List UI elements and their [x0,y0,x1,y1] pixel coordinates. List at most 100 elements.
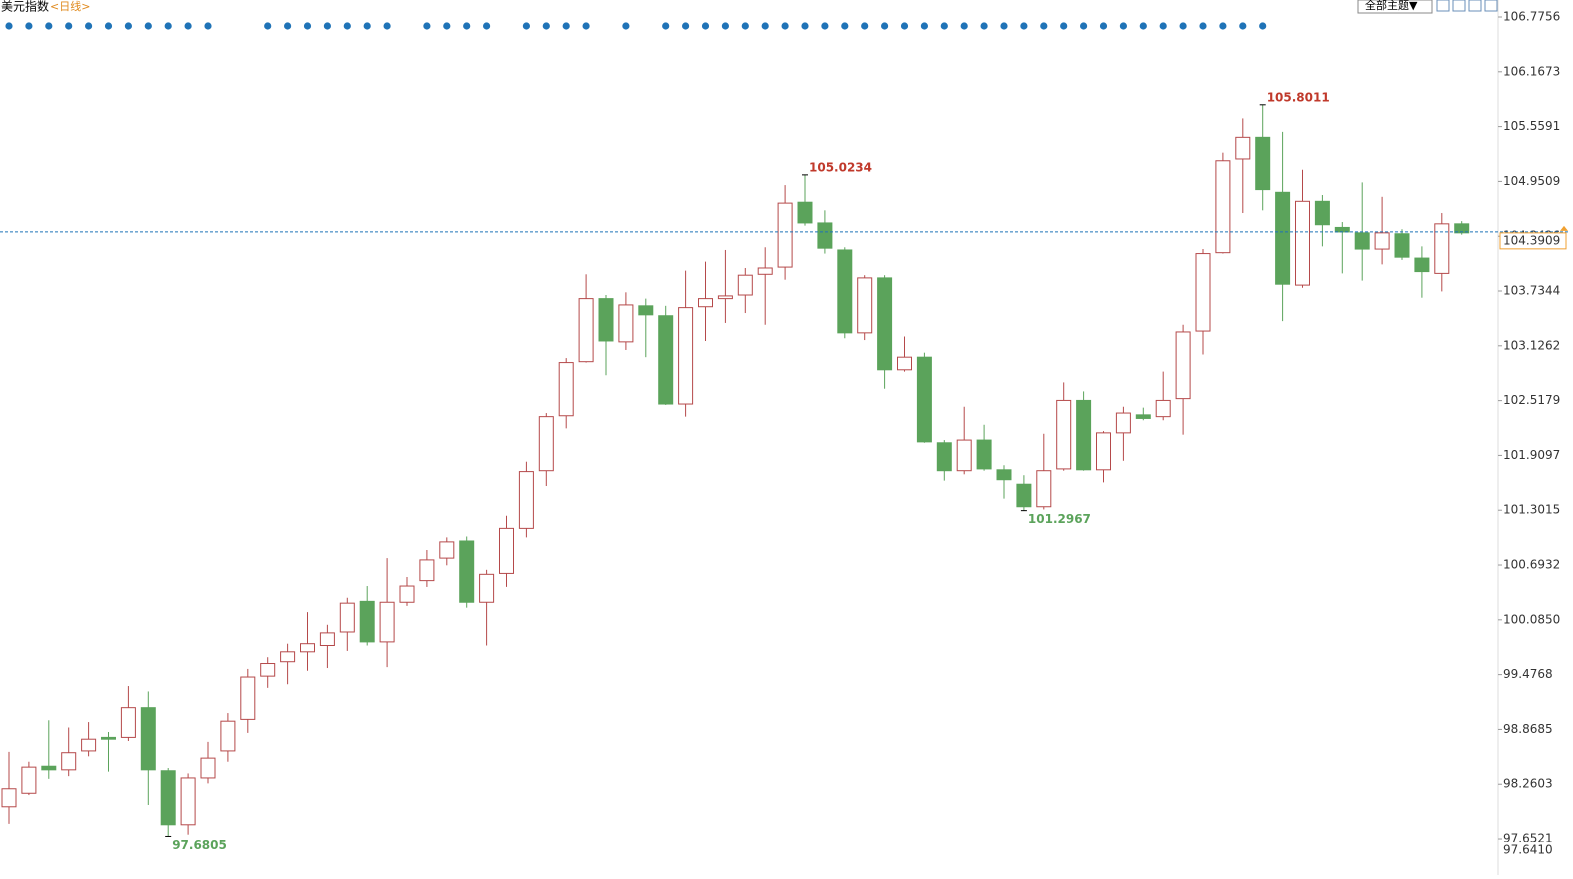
event-dot [721,22,730,30]
candle-body [419,559,435,582]
candle-body [1155,399,1171,418]
event-dot [622,22,630,30]
candle-body [1175,331,1191,400]
candle-body [101,736,116,740]
event-dot [682,22,690,30]
event-dot [960,22,968,30]
candle-body [877,277,893,371]
candle-body [1115,412,1131,434]
event-dot [1199,22,1207,30]
event-dot [940,22,948,30]
y-tick-label: 99.4768 [1503,667,1553,681]
event-dot [463,22,471,30]
candle-body [757,267,773,275]
candle-body [737,274,753,296]
candle-body [160,770,176,826]
y-tick-label: 102.5179 [1503,393,1560,407]
event-dot [900,22,909,30]
y-tick-label: 100.0850 [1503,612,1560,626]
event-dot [443,22,451,30]
y-tick-label: 103.1262 [1503,338,1560,352]
candle-body [1,788,17,808]
tool-icon[interactable] [1468,0,1482,12]
event-dot [821,22,829,30]
event-dot [522,22,531,30]
candle-body [1334,226,1350,233]
candle-body [319,632,335,647]
candle-body [857,277,873,334]
event-dot [542,22,550,30]
event-dot [363,22,371,30]
candle-body [479,573,495,603]
y-tick-label: 98.8685 [1503,722,1553,736]
extreme-label: 97.6805 [172,838,227,852]
event-dot [5,22,13,30]
candle-body [1096,432,1111,471]
candle-body [777,202,793,268]
candle-body [797,201,813,224]
event-dot [582,22,590,30]
candle-body [399,585,415,603]
candle-body [439,541,455,559]
toolbar: 全部主题▼ [1357,0,1498,14]
event-dot [144,22,152,30]
candle-body [717,295,733,300]
last-price-box [1499,232,1567,250]
event-dot [1060,22,1068,30]
candle-body [1056,399,1072,470]
tool-icon[interactable] [1436,0,1450,12]
candle-body [538,416,554,472]
theme-button[interactable]: 全部主题▼ [1365,0,1418,12]
candle-body [1016,483,1032,508]
candle-body [678,307,694,405]
candle-body [359,600,375,643]
candle-body [618,304,634,343]
candle-body [996,469,1012,481]
tool-icon[interactable] [1452,0,1466,12]
event-dot [1159,22,1167,30]
event-dot [1139,22,1147,30]
event-dot [423,22,431,30]
candle-body [936,442,952,472]
event-dot [980,22,988,30]
candle-body [220,720,236,752]
extreme-label: 105.8011 [1267,90,1330,104]
candle-body [1195,253,1211,332]
event-dot [781,22,789,30]
candle-body [41,765,57,771]
event-dot [164,22,172,30]
candle-body [1036,470,1052,508]
event-dot [881,22,889,30]
candle-body [1374,232,1390,250]
theme-button-frame[interactable] [1357,0,1433,14]
event-dot [25,22,33,30]
event-dot [761,22,769,30]
candle-body [1295,200,1310,286]
event-dot [343,22,351,30]
candle-body [1314,200,1330,226]
candle-body [837,249,853,334]
event-dot [85,22,93,30]
event-dot [920,22,929,30]
candle-body [558,362,574,417]
candle-body [61,752,77,771]
event-dot [383,22,391,30]
candle-body [300,643,315,653]
candle-body [598,298,614,342]
y-tick-label: 101.3015 [1503,503,1560,517]
candle-body [140,707,156,771]
tool-icon[interactable] [1484,0,1498,12]
last-price-arrow [1560,225,1568,231]
candle-body [280,651,296,663]
event-dot [1119,22,1127,30]
event-dot [1020,22,1028,30]
event-dot [284,22,292,30]
event-dot [303,22,312,30]
event-dot [204,22,212,30]
event-dot [1179,22,1187,30]
candle-body [817,222,833,249]
candle-body [1235,136,1251,160]
event-dot [483,22,491,30]
